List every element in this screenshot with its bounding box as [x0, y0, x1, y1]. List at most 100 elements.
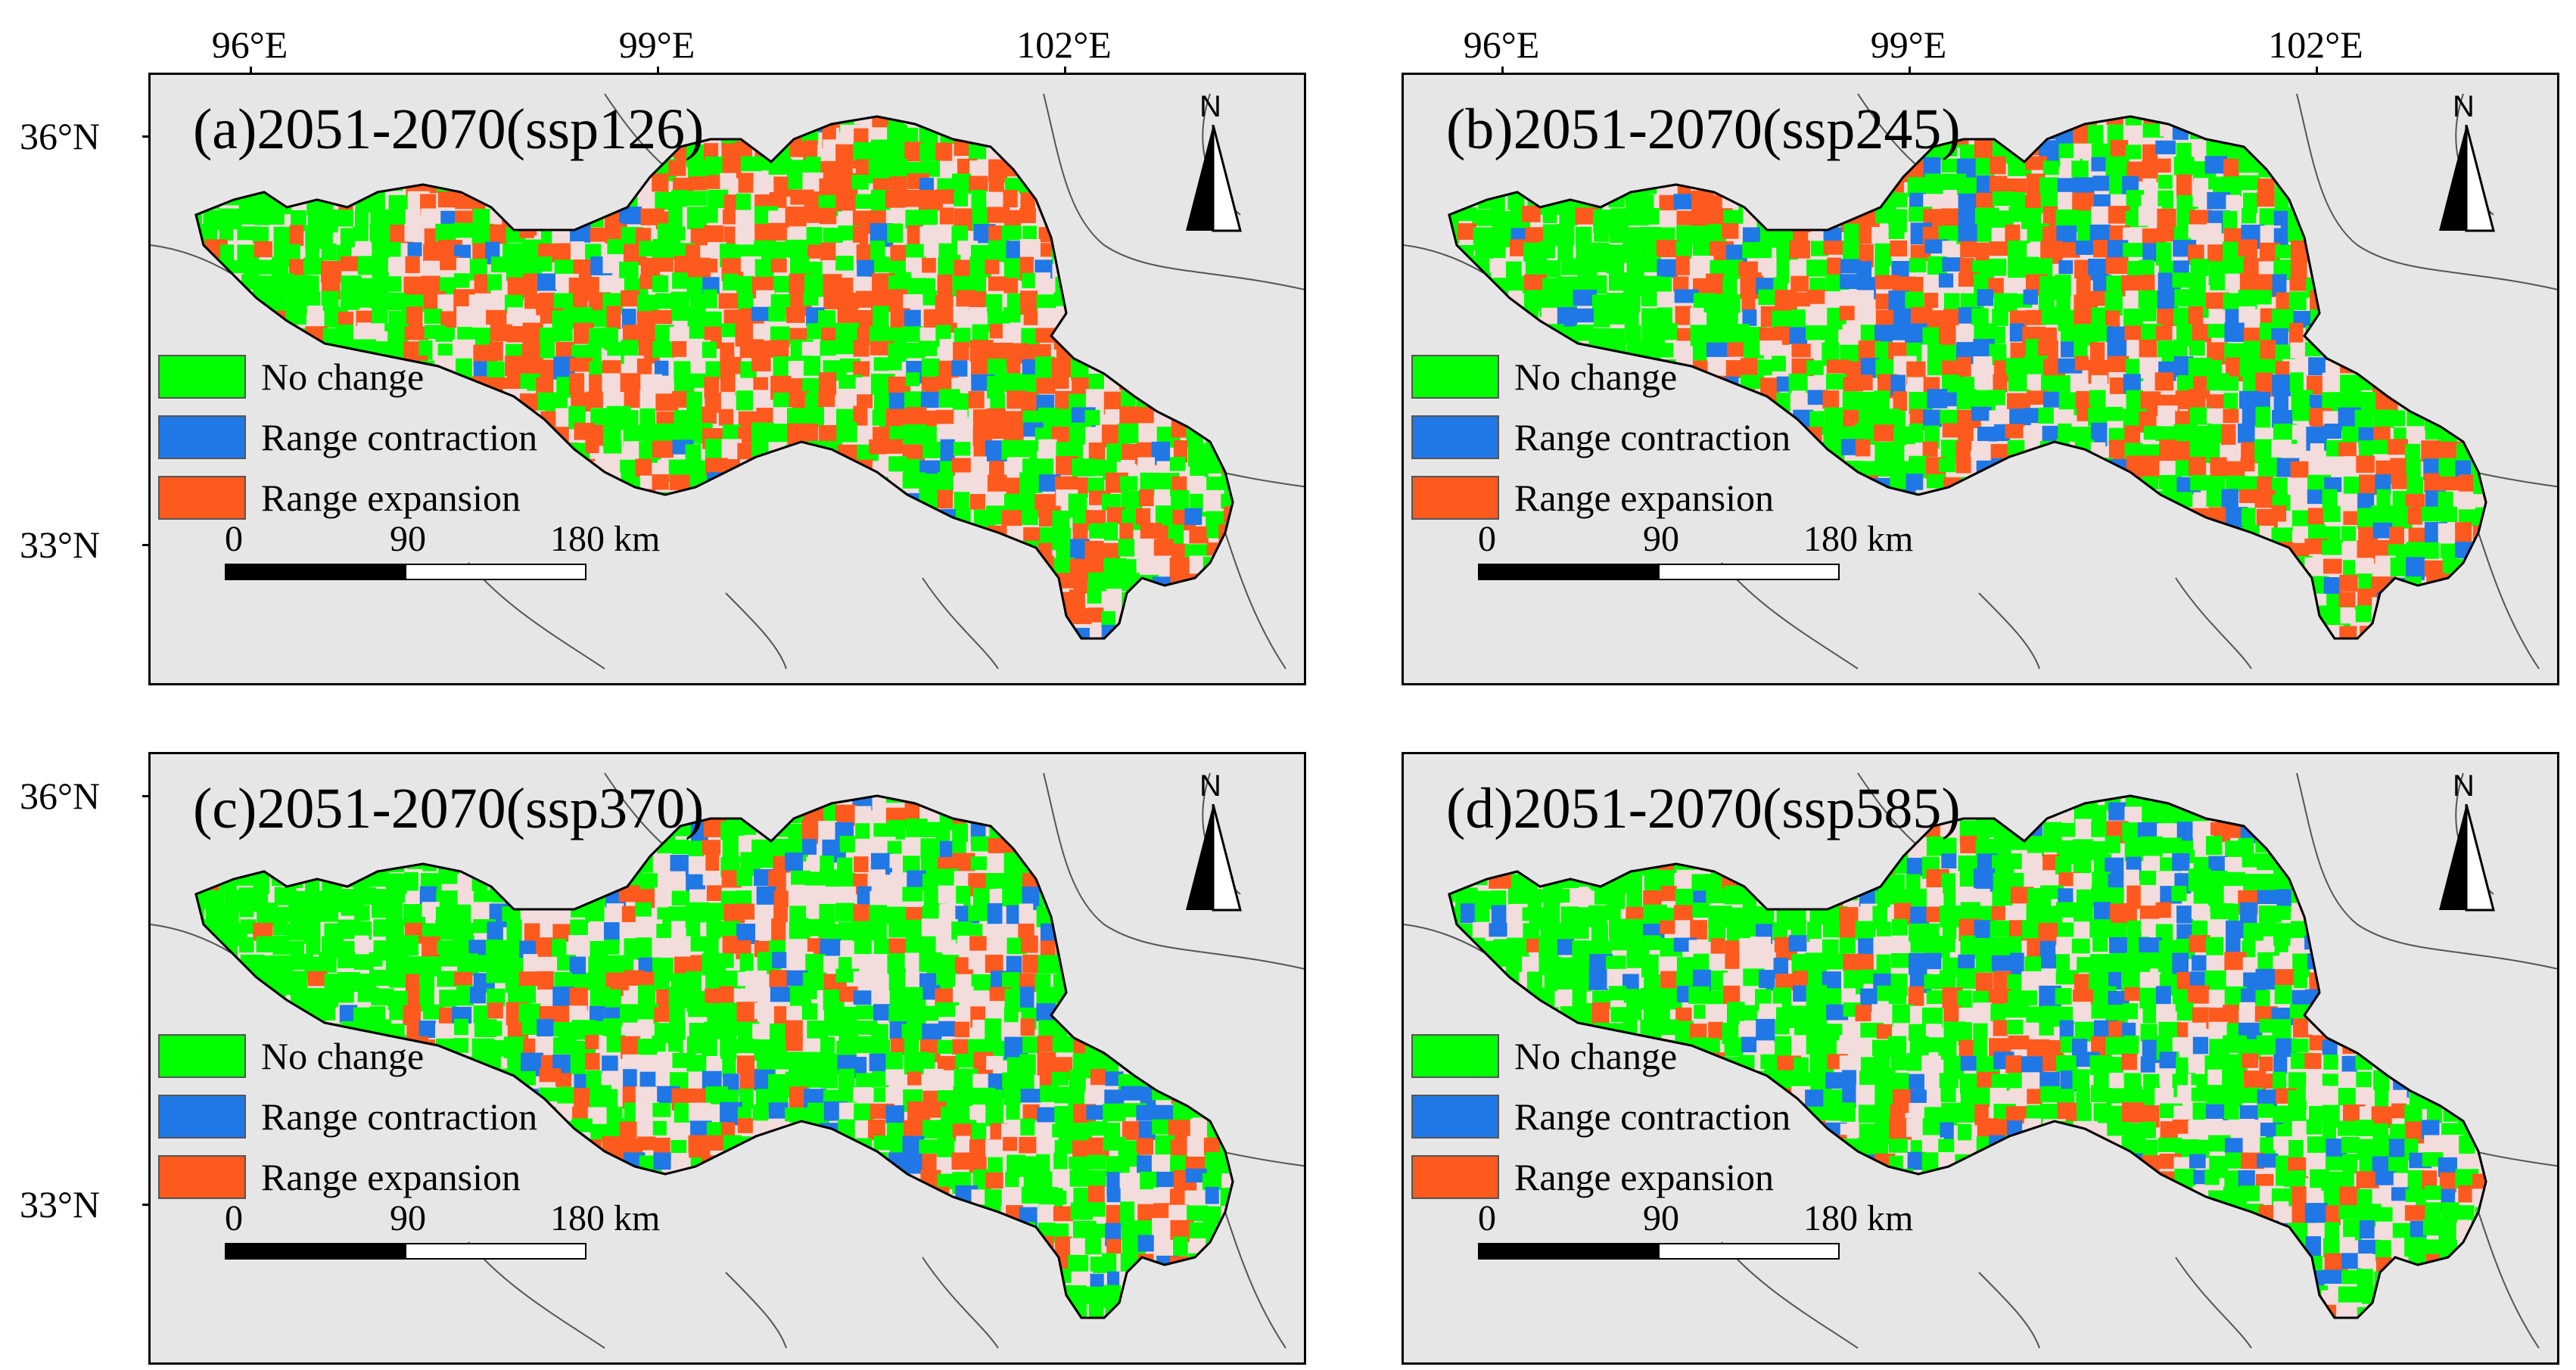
map-patch: [487, 456, 509, 476]
map-patch: [1021, 509, 1038, 526]
map-patch: [2058, 574, 2080, 589]
map-patch: [835, 278, 854, 297]
map-patch: [1071, 836, 1087, 858]
map-patch: [1449, 189, 1465, 210]
map-patch: [589, 191, 612, 213]
map-patch: [2276, 116, 2298, 126]
map-patch: [904, 309, 921, 327]
map-patch: [621, 906, 636, 923]
map-patch: [1218, 275, 1233, 297]
map-patch: [2027, 556, 2048, 572]
map-patch: [1675, 340, 1691, 365]
map-patch: [2074, 460, 2093, 482]
map-patch: [754, 796, 776, 811]
map-patch: [1909, 423, 1924, 443]
map-patch: [252, 592, 273, 616]
map-patch: [1859, 589, 1874, 605]
map-patch: [1140, 523, 1162, 539]
map-patch: [1676, 210, 1693, 225]
map-patch: [1069, 856, 1089, 876]
map-patch: [286, 589, 303, 606]
map-patch: [2273, 390, 2289, 415]
map-patch: [671, 839, 689, 855]
map-patch: [985, 873, 1010, 889]
map-patch: [2091, 307, 2106, 328]
map-patch: [2038, 258, 2053, 278]
map-patch: [437, 643, 456, 661]
map-patch: [704, 594, 723, 618]
map-patch: [1489, 627, 1504, 638]
map-patch: [985, 807, 1008, 824]
map-patch: [2140, 573, 2164, 596]
map-patch: [757, 639, 775, 654]
map-patch: [606, 306, 621, 330]
map-patch: [2089, 224, 2111, 242]
map-patch: [1088, 558, 1106, 574]
map-patch: [1523, 608, 1542, 629]
map-patch: [2441, 506, 2457, 523]
map-patch: [1073, 923, 1098, 946]
map-patch: [687, 191, 707, 207]
map-patch: [552, 939, 567, 957]
map-patch: [2223, 409, 2239, 424]
map-patch: [1790, 275, 1809, 292]
map-patch: [2459, 605, 2480, 624]
map-patch: [1155, 640, 1171, 660]
map-patch: [454, 459, 476, 476]
map-patch: [1705, 594, 1728, 610]
map-patch: [272, 919, 288, 936]
map-patch: [519, 160, 536, 176]
map-patch: [2388, 327, 2409, 350]
map-patch: [224, 161, 249, 179]
map-patch: [1035, 343, 1051, 359]
map-patch: [2290, 477, 2309, 492]
map-patch: [838, 489, 858, 505]
map-patch: [2355, 325, 2379, 340]
map-patch: [1706, 224, 1727, 241]
map-patch: [2488, 359, 2511, 377]
map-patch: [1874, 341, 1892, 363]
map-patch: [2405, 639, 2420, 655]
map-patch: [806, 903, 820, 918]
map-patch: [754, 590, 776, 612]
map-patch: [1840, 259, 1860, 274]
map-patch: [1926, 527, 1951, 546]
map-patch: [1692, 343, 1707, 362]
map-patch: [1169, 920, 1189, 944]
map-patch: [903, 424, 927, 445]
map-patch: [1240, 361, 1264, 378]
map-patch: [1574, 593, 1590, 610]
map-patch: [671, 306, 688, 322]
map-patch: [1475, 244, 1494, 259]
map-patch: [1118, 954, 1143, 975]
map-patch: [686, 575, 709, 600]
map-patch: [572, 176, 596, 197]
map-patch: [954, 540, 970, 561]
map-patch: [838, 472, 858, 492]
map-patch: [538, 639, 558, 657]
map-patch: [668, 160, 686, 176]
map-patch: [623, 506, 646, 520]
map-patch: [1221, 493, 1233, 509]
map-patch: [339, 176, 361, 197]
map-patch: [1455, 573, 1470, 595]
map-patch: [1202, 343, 1224, 362]
map-patch: [2492, 490, 2515, 511]
map-patch: [688, 527, 708, 542]
map-patch: [954, 555, 975, 573]
map-patch: [1120, 116, 1142, 135]
map-patch: [1190, 272, 1205, 288]
map-patch: [2472, 377, 2486, 398]
map-patch: [1606, 158, 1623, 181]
map-patch: [1857, 290, 1874, 313]
map-patch: [2339, 142, 2360, 157]
map-patch: [1122, 123, 1140, 139]
map-patch: [756, 540, 772, 556]
map-patch: [771, 796, 787, 806]
map-patch: [1638, 159, 1660, 179]
map-patch: [1221, 325, 1233, 342]
map-patch: [1023, 310, 1042, 325]
map-patch: [341, 256, 363, 272]
map-patch: [689, 840, 705, 862]
map-patch: [552, 225, 572, 244]
